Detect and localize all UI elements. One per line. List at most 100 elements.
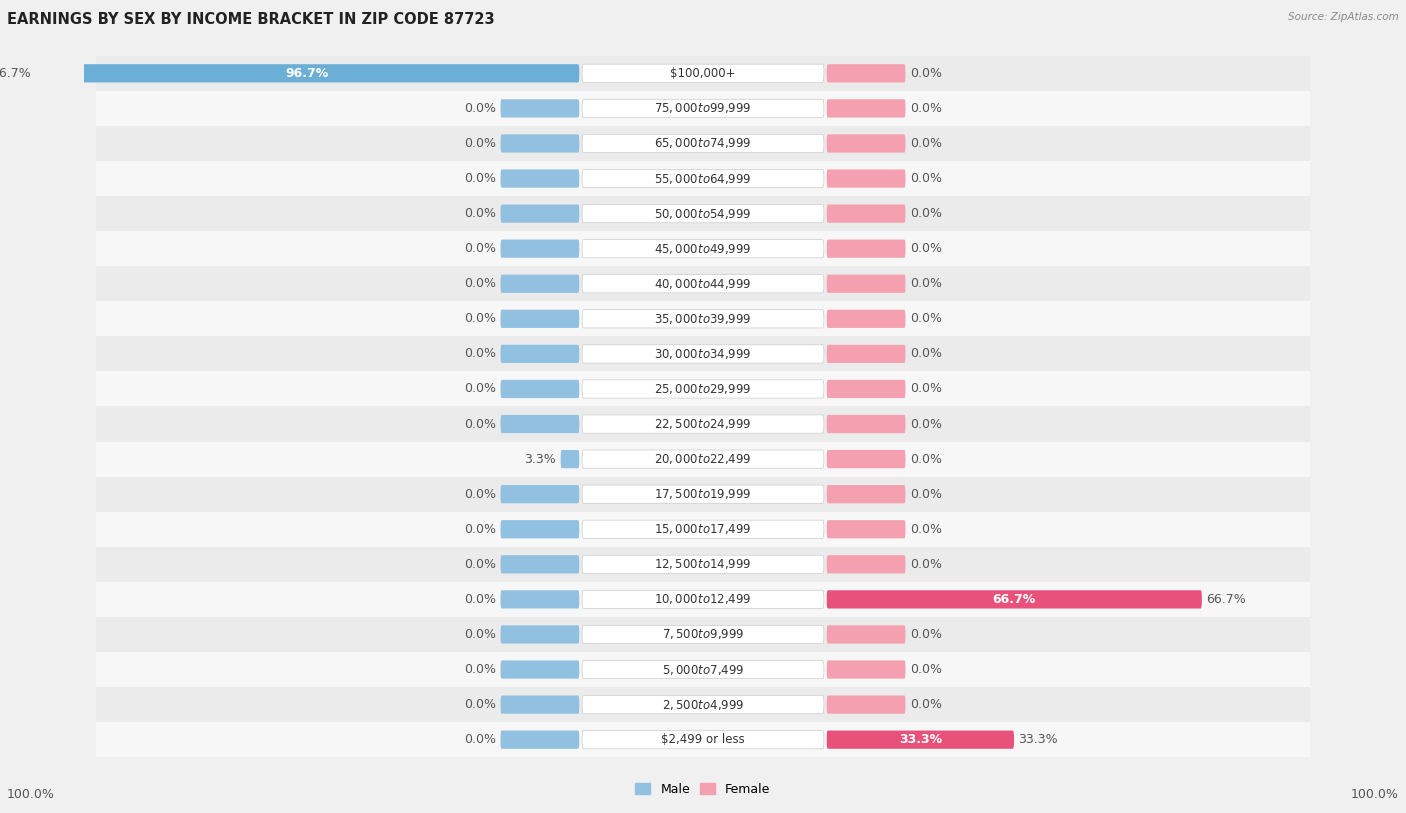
FancyBboxPatch shape: [582, 415, 824, 433]
FancyBboxPatch shape: [827, 380, 905, 398]
FancyBboxPatch shape: [501, 240, 579, 258]
FancyBboxPatch shape: [827, 520, 905, 538]
Text: 66.7%: 66.7%: [993, 593, 1036, 606]
Text: $50,000 to $54,999: $50,000 to $54,999: [654, 207, 752, 220]
Text: 0.0%: 0.0%: [464, 733, 496, 746]
FancyBboxPatch shape: [96, 161, 1310, 196]
Text: 0.0%: 0.0%: [910, 663, 942, 676]
FancyBboxPatch shape: [96, 652, 1310, 687]
Text: 0.0%: 0.0%: [910, 418, 942, 431]
Text: 0.0%: 0.0%: [910, 488, 942, 501]
FancyBboxPatch shape: [501, 520, 579, 538]
Text: $75,000 to $99,999: $75,000 to $99,999: [654, 102, 752, 115]
Text: 100.0%: 100.0%: [1351, 788, 1399, 801]
Text: 0.0%: 0.0%: [464, 558, 496, 571]
FancyBboxPatch shape: [582, 485, 824, 503]
FancyBboxPatch shape: [96, 722, 1310, 757]
Text: 0.0%: 0.0%: [910, 102, 942, 115]
FancyBboxPatch shape: [827, 590, 1202, 608]
FancyBboxPatch shape: [827, 660, 905, 679]
FancyBboxPatch shape: [582, 64, 824, 82]
Text: 0.0%: 0.0%: [910, 67, 942, 80]
FancyBboxPatch shape: [501, 169, 579, 188]
FancyBboxPatch shape: [582, 590, 824, 608]
Text: 0.0%: 0.0%: [910, 137, 942, 150]
Text: 0.0%: 0.0%: [910, 242, 942, 255]
FancyBboxPatch shape: [827, 99, 905, 118]
Text: $45,000 to $49,999: $45,000 to $49,999: [654, 241, 752, 255]
Text: 0.0%: 0.0%: [464, 277, 496, 290]
FancyBboxPatch shape: [501, 660, 579, 679]
FancyBboxPatch shape: [827, 310, 905, 328]
FancyBboxPatch shape: [501, 415, 579, 433]
FancyBboxPatch shape: [501, 555, 579, 573]
FancyBboxPatch shape: [582, 205, 824, 223]
FancyBboxPatch shape: [501, 380, 579, 398]
Text: $5,000 to $7,499: $5,000 to $7,499: [662, 663, 744, 676]
Text: 96.7%: 96.7%: [285, 67, 329, 80]
Text: 0.0%: 0.0%: [910, 172, 942, 185]
Text: $55,000 to $64,999: $55,000 to $64,999: [654, 172, 752, 185]
Text: 0.0%: 0.0%: [464, 698, 496, 711]
Text: 0.0%: 0.0%: [910, 312, 942, 325]
Text: Source: ZipAtlas.com: Source: ZipAtlas.com: [1288, 12, 1399, 22]
FancyBboxPatch shape: [96, 337, 1310, 372]
FancyBboxPatch shape: [96, 231, 1310, 266]
FancyBboxPatch shape: [501, 99, 579, 118]
FancyBboxPatch shape: [35, 64, 579, 82]
Text: 100.0%: 100.0%: [7, 788, 55, 801]
FancyBboxPatch shape: [96, 406, 1310, 441]
FancyBboxPatch shape: [582, 275, 824, 293]
Text: 0.0%: 0.0%: [464, 207, 496, 220]
FancyBboxPatch shape: [827, 731, 1014, 749]
Text: $2,499 or less: $2,499 or less: [661, 733, 745, 746]
FancyBboxPatch shape: [582, 731, 824, 749]
Text: 0.0%: 0.0%: [910, 207, 942, 220]
FancyBboxPatch shape: [501, 590, 579, 608]
Text: 0.0%: 0.0%: [910, 523, 942, 536]
Text: 0.0%: 0.0%: [910, 453, 942, 466]
FancyBboxPatch shape: [827, 415, 905, 433]
Text: 0.0%: 0.0%: [464, 382, 496, 395]
FancyBboxPatch shape: [827, 625, 905, 644]
FancyBboxPatch shape: [827, 450, 905, 468]
FancyBboxPatch shape: [582, 555, 824, 573]
Text: 0.0%: 0.0%: [464, 593, 496, 606]
Text: 0.0%: 0.0%: [464, 102, 496, 115]
FancyBboxPatch shape: [501, 345, 579, 363]
FancyBboxPatch shape: [96, 582, 1310, 617]
FancyBboxPatch shape: [96, 372, 1310, 406]
FancyBboxPatch shape: [96, 441, 1310, 476]
Text: 0.0%: 0.0%: [464, 628, 496, 641]
Text: 66.7%: 66.7%: [1206, 593, 1246, 606]
Text: $7,500 to $9,999: $7,500 to $9,999: [662, 628, 744, 641]
FancyBboxPatch shape: [96, 126, 1310, 161]
FancyBboxPatch shape: [96, 302, 1310, 337]
Text: $30,000 to $34,999: $30,000 to $34,999: [654, 347, 752, 361]
Text: $40,000 to $44,999: $40,000 to $44,999: [654, 276, 752, 291]
Text: 0.0%: 0.0%: [910, 382, 942, 395]
Text: 0.0%: 0.0%: [464, 137, 496, 150]
FancyBboxPatch shape: [582, 240, 824, 258]
Legend: Male, Female: Male, Female: [630, 778, 776, 801]
FancyBboxPatch shape: [96, 476, 1310, 511]
FancyBboxPatch shape: [96, 56, 1310, 91]
Text: $35,000 to $39,999: $35,000 to $39,999: [654, 312, 752, 326]
Text: $100,000+: $100,000+: [671, 67, 735, 80]
Text: 0.0%: 0.0%: [464, 312, 496, 325]
Text: 0.0%: 0.0%: [910, 628, 942, 641]
FancyBboxPatch shape: [827, 240, 905, 258]
FancyBboxPatch shape: [827, 345, 905, 363]
FancyBboxPatch shape: [827, 275, 905, 293]
FancyBboxPatch shape: [827, 134, 905, 153]
Text: $12,500 to $14,999: $12,500 to $14,999: [654, 558, 752, 572]
FancyBboxPatch shape: [582, 625, 824, 644]
Text: 33.3%: 33.3%: [1018, 733, 1059, 746]
FancyBboxPatch shape: [827, 695, 905, 714]
FancyBboxPatch shape: [582, 520, 824, 538]
FancyBboxPatch shape: [501, 625, 579, 644]
FancyBboxPatch shape: [501, 275, 579, 293]
FancyBboxPatch shape: [582, 380, 824, 398]
Text: 0.0%: 0.0%: [910, 698, 942, 711]
FancyBboxPatch shape: [582, 169, 824, 188]
